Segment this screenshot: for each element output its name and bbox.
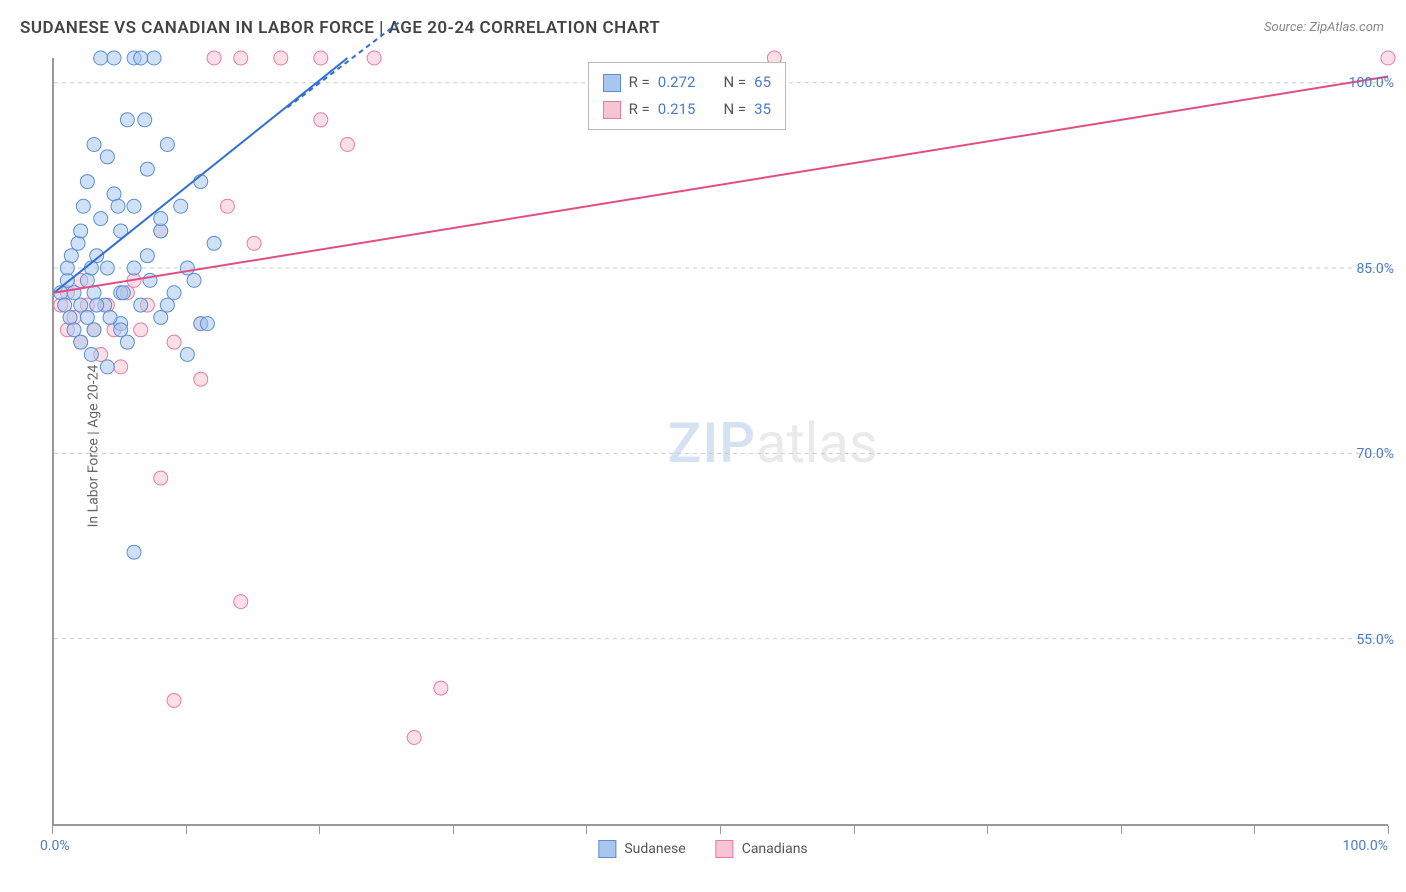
x-tick [1121, 826, 1122, 834]
x-tick [720, 826, 721, 834]
stats-row-2: R = 0.215 N = 35 [603, 96, 771, 123]
stats-n-value-2: 35 [754, 96, 771, 123]
legend-swatch-2 [716, 840, 734, 858]
stats-n-label-2: N = [723, 96, 746, 123]
x-tick [1388, 826, 1389, 834]
y-tick-label: 100.0% [1349, 75, 1394, 91]
bottom-legend: Sudanese Canadians [598, 840, 807, 858]
x-tick [319, 826, 320, 834]
plot-svg [54, 58, 1388, 824]
x-axis-max-label: 100.0% [1343, 838, 1388, 854]
legend-item-2: Canadians [716, 840, 808, 858]
x-tick [186, 826, 187, 834]
legend-label-1: Sudanese [624, 841, 685, 857]
x-tick [586, 826, 587, 834]
stats-box: R = 0.272 N = 65 R = 0.215 N = 35 [588, 62, 786, 130]
stats-r-value-1: 0.272 [658, 69, 696, 96]
y-tick-label: 85.0% [1356, 261, 1394, 277]
legend-item-1: Sudanese [598, 840, 685, 858]
stats-n-label-1: N = [723, 69, 746, 96]
x-tick [1254, 826, 1255, 834]
stats-r-label-2: R = [629, 96, 650, 123]
stats-r-label-1: R = [629, 69, 650, 96]
source-attribution: Source: ZipAtlas.com [1264, 20, 1384, 35]
stats-n-value-1: 65 [754, 69, 771, 96]
legend-label-2: Canadians [742, 841, 808, 857]
x-axis-min-label: 0.0% [40, 838, 70, 854]
plot-area: ZIPatlas R = 0.272 N = 65 R = 0.215 N = … [52, 58, 1388, 826]
y-tick-label: 55.0% [1356, 632, 1394, 648]
x-tick [854, 826, 855, 834]
stats-swatch-2 [603, 101, 621, 119]
stats-swatch-1 [603, 74, 621, 92]
x-tick [52, 826, 53, 834]
y-tick-label: 70.0% [1356, 446, 1394, 462]
legend-swatch-1 [598, 840, 616, 858]
stats-r-value-2: 0.215 [658, 96, 696, 123]
x-tick [453, 826, 454, 834]
chart-title: SUDANESE VS CANADIAN IN LABOR FORCE | AG… [20, 18, 660, 38]
stats-row-1: R = 0.272 N = 65 [603, 69, 771, 96]
x-tick [987, 826, 988, 834]
